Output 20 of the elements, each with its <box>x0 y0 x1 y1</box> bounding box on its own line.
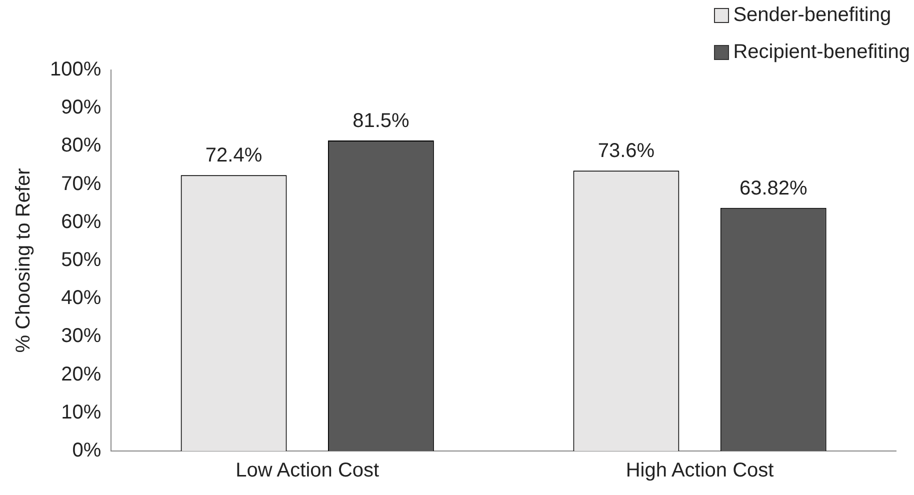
y-tick-label: 10% <box>61 401 102 424</box>
y-tick-label: 50% <box>61 249 102 272</box>
x-tick-label: High Action Cost <box>626 460 774 482</box>
y-tick-label: 0% <box>72 440 102 462</box>
y-tick-label: 70% <box>61 172 102 195</box>
data-label: 81.5% <box>352 110 410 132</box>
x-tick-label: Low Action Cost <box>236 460 380 482</box>
data-label: 73.6% <box>598 140 655 162</box>
data-label: 63.82% <box>739 177 808 200</box>
y-axis-title: % Choosing to Refer <box>12 168 35 353</box>
data-label: 72.4% <box>205 144 262 167</box>
y-tick-label: 30% <box>61 325 102 348</box>
y-tick-label: 40% <box>61 287 102 310</box>
y-tick-label: 80% <box>61 134 102 157</box>
y-tick-label: 90% <box>61 96 102 119</box>
y-tick-label: 100% <box>50 58 102 81</box>
legend-label: Sender-benefiting <box>733 4 892 27</box>
y-tick-label: 20% <box>61 363 102 386</box>
legend-label: Recipient-benefiting <box>733 41 910 64</box>
y-tick-label: 60% <box>61 210 102 233</box>
